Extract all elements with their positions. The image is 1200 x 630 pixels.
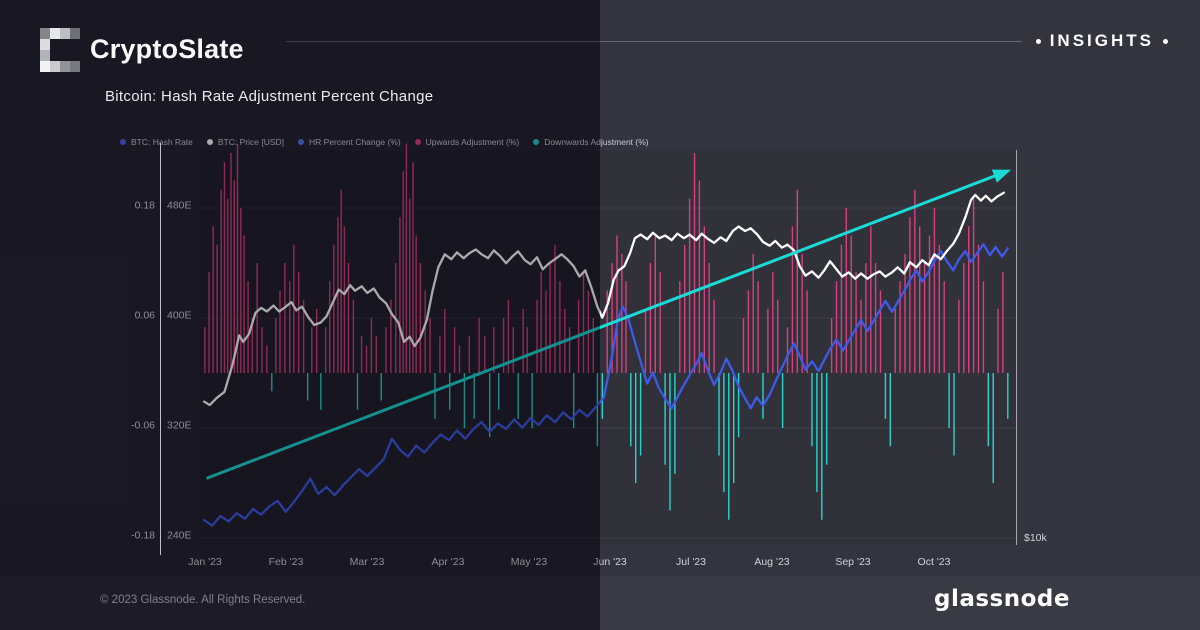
logo-pixel	[50, 28, 60, 39]
logo-pixel	[70, 61, 80, 72]
bullet-icon	[1035, 38, 1041, 44]
legend-dot-icon	[414, 139, 421, 145]
legend-item-2: HR Percent Change (%)	[298, 137, 401, 147]
chart-legend: BTC: Hash Rate BTC: Price [USD] HR Percent…	[120, 137, 649, 147]
brand-name: CryptoSlate	[90, 34, 244, 64]
legend-label: HR Percent Change (%)	[309, 137, 401, 147]
legend-label: BTC: Price [USD]	[217, 137, 285, 147]
x-axis-tick: Mar '23	[350, 556, 385, 568]
x-axis-tick: Jan '23	[188, 556, 222, 568]
header: CryptoSlate Bitcoin: Hash Rate Adjustmen…	[0, 0, 1200, 130]
x-axis-tick: May '23	[511, 556, 548, 568]
glassnode-logo: glassnode	[934, 586, 1070, 612]
logo-pixel	[60, 61, 70, 72]
legend-item-4: Downwards Adjustment (%)	[533, 137, 649, 147]
x-axis-tick: Jun '23	[593, 556, 627, 568]
legend-label: Downwards Adjustment (%)	[544, 137, 649, 147]
legend-dot-icon	[206, 139, 213, 145]
pct-axis-tick: -0.18	[131, 530, 155, 542]
insights-label: INSIGHTS	[1049, 31, 1154, 50]
legend-dot-icon	[533, 139, 540, 145]
logo-pixel	[60, 28, 70, 39]
legend-item-3: Upwards Adjustment (%)	[414, 137, 520, 147]
hash-axis-tick: 240E	[167, 530, 192, 542]
copyright-text: © 2023 Glassnode. All Rights Reserved.	[100, 594, 306, 606]
header-divider-line	[286, 41, 1022, 42]
pct-axis-tick: 0.18	[135, 200, 156, 212]
logo-pixel	[50, 61, 60, 72]
x-axis-tick: Oct '23	[918, 556, 951, 568]
left-dark-panel	[0, 0, 600, 630]
y-axis-line-right	[1016, 150, 1017, 545]
legend-item-1: BTC: Price [USD]	[206, 137, 285, 147]
bullet-icon	[1163, 38, 1168, 44]
logo-pixel	[40, 61, 50, 72]
legend-label: Upwards Adjustment (%)	[425, 137, 520, 147]
pct-axis-tick: -0.06	[131, 420, 155, 432]
legend-item-0: BTC: Hash Rate	[120, 137, 193, 147]
price-axis-tick: $10k	[1024, 532, 1048, 544]
insights-badge: INSIGHTS	[1035, 31, 1168, 51]
legend-dot-icon	[120, 139, 126, 145]
x-axis-tick: Aug '23	[754, 556, 789, 568]
x-axis-tick: Sep '23	[835, 556, 870, 568]
x-axis-tick: Jul '23	[676, 556, 706, 568]
logo-pixel	[40, 28, 50, 39]
logo-pixel	[40, 39, 50, 50]
hash-axis-tick: 400E	[167, 310, 192, 322]
y-axis-line-left	[160, 143, 161, 555]
x-axis-tick: Feb '23	[269, 556, 304, 568]
legend-dot-icon	[298, 139, 305, 145]
hash-axis-tick: 320E	[167, 420, 192, 432]
hash-axis-tick: 480E	[167, 200, 192, 212]
chart-title: Bitcoin: Hash Rate Adjustment Percent Ch…	[105, 88, 434, 105]
x-axis-tick: Apr '23	[432, 556, 465, 568]
logo-pixel	[40, 50, 50, 61]
cryptoslate-logo-icon	[40, 28, 80, 72]
pct-axis-tick: 0.06	[135, 310, 156, 322]
legend-label: BTC: Hash Rate	[131, 137, 193, 147]
logo-pixel	[70, 28, 80, 39]
